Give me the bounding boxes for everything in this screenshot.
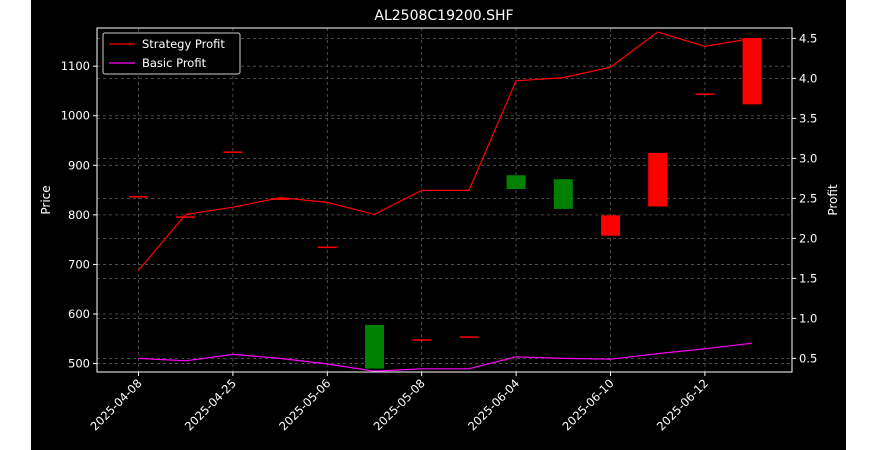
candle-bar — [506, 175, 526, 190]
candle-bar — [129, 196, 148, 198]
y-right-tick-label: 1.0 — [799, 311, 817, 325]
x-tick-label: 2025-04-25 — [182, 376, 239, 433]
y-left-tick-label: 600 — [68, 307, 90, 321]
basic-profit-line — [138, 342, 753, 372]
candle-bar — [648, 152, 668, 207]
candle-bar — [223, 151, 243, 153]
axis-layer: 2025-04-08 2025-04-25 2025-05-06 2025-05-08… — [61, 31, 818, 433]
candle-bar — [553, 179, 573, 209]
candle-bar — [365, 324, 384, 369]
candle-bar — [459, 336, 479, 338]
candle-bar — [601, 215, 620, 236]
x-tick-label: 2025-04-08 — [87, 376, 144, 433]
legend-label-strategy-profit: Strategy Profit — [142, 37, 225, 51]
y-right-tick-label: 3.5 — [799, 111, 817, 125]
y-right-tick-label: 4.5 — [799, 31, 817, 45]
x-tick-label: 2025-05-06 — [276, 376, 333, 433]
y-axis-right-label: Profit — [826, 184, 840, 216]
y-left-tick-label: 1100 — [61, 59, 90, 73]
legend-box — [102, 32, 241, 75]
candle-layer — [129, 37, 762, 369]
x-tick-label: 2025-06-10 — [559, 376, 616, 433]
y-left-tick-label: 500 — [68, 357, 90, 371]
x-tick-label: 2025-06-04 — [465, 376, 522, 433]
grid-layer — [97, 28, 792, 372]
y-right-tick-label: 4.0 — [799, 71, 817, 85]
y-right-tick-label: 0.5 — [799, 351, 817, 365]
y-right-tick-label: 3.0 — [799, 151, 817, 165]
strategy-profit-line — [138, 31, 753, 271]
candle-bar — [412, 339, 432, 341]
candle-bar — [742, 37, 762, 105]
legend: Strategy Profit Basic Profit — [102, 32, 241, 75]
chart-figure: 2025-04-08 2025-04-25 2025-05-06 2025-05-08… — [31, 0, 846, 450]
line-layer — [138, 31, 753, 372]
plot-frame — [96, 27, 793, 373]
y-right-tick-label: 1.5 — [799, 271, 817, 285]
y-right-tick-label: 2.0 — [799, 231, 817, 245]
y-left-tick-label: 1000 — [61, 109, 90, 123]
y-left-tick-label: 700 — [68, 257, 90, 271]
candle-bar — [176, 216, 196, 218]
y-axis-left-label: Price — [39, 185, 53, 214]
legend-label-basic-profit: Basic Profit — [142, 56, 207, 70]
x-tick-label: 2025-05-08 — [371, 376, 428, 433]
y-right-tick-label: 2.5 — [799, 191, 817, 205]
chart-svg: 2025-04-08 2025-04-25 2025-05-06 2025-05-08… — [39, 8, 840, 433]
candle-bar — [270, 198, 290, 201]
candle-bar — [695, 93, 715, 95]
candle-bar — [317, 246, 337, 249]
y-left-tick-label: 900 — [68, 158, 90, 172]
y-left-tick-label: 800 — [68, 208, 90, 222]
chart-title: AL2508C19200.SHF — [374, 8, 513, 24]
x-tick-label: 2025-06-12 — [654, 376, 711, 433]
